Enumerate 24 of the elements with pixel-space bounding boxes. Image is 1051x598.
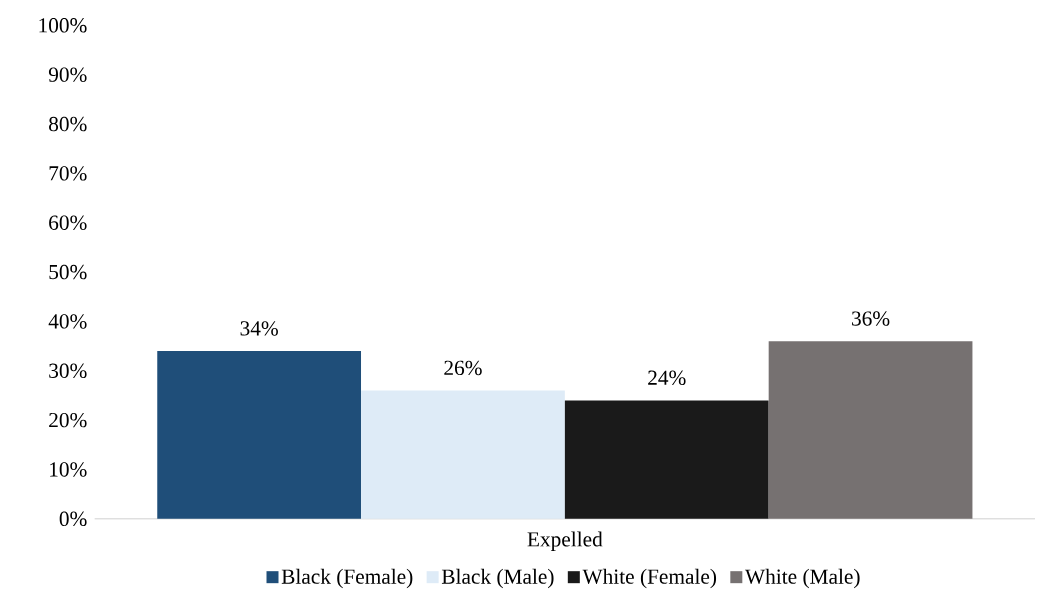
legend-label: Black (Female) [281,569,413,589]
bar [157,351,362,520]
y-tick-label: 10% [50,462,87,477]
y-tick-label: 40% [48,314,87,329]
y-tick-label: 70% [49,166,87,181]
x-tick-label: Expelled [527,531,603,552]
legend-label: White (Female) [582,569,717,589]
bar [768,341,973,520]
y-tick-label: 60% [49,215,87,231]
y-tick-label: 90% [48,67,87,83]
bar [361,390,565,520]
y-tick-label: 0% [59,511,87,527]
y-tick-label: 30% [49,363,87,379]
legend-label: White (Male) [745,569,860,589]
data-label: 26% [444,360,482,376]
data-label: 36% [852,311,890,327]
bar [564,400,769,520]
data-label: 24% [648,370,686,386]
y-tick-label: 50% [49,265,87,280]
y-tick-label: 100% [39,18,87,33]
y-tick-label: 20% [49,413,87,428]
legend-label: Black (Male) [441,569,554,589]
data-label: 34% [240,321,278,336]
y-tick-label: 80% [49,117,87,132]
